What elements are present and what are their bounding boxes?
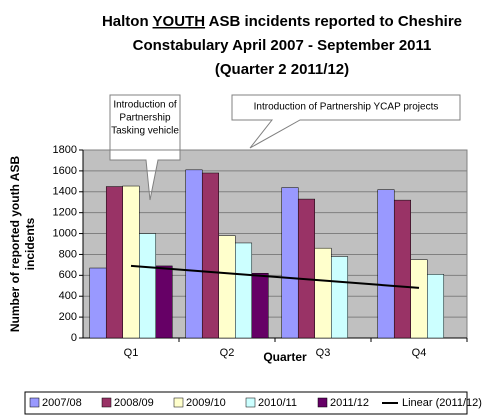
x-tick-label: Q3 xyxy=(316,347,331,359)
bar xyxy=(393,199,411,339)
bar xyxy=(251,272,269,339)
annotation: Partnership xyxy=(119,113,171,124)
y-label-line: Number of reported youth ASB xyxy=(8,156,22,333)
callout xyxy=(231,94,461,149)
bar xyxy=(377,189,395,339)
bar xyxy=(155,265,173,339)
title-part: Halton xyxy=(102,13,153,30)
bar xyxy=(122,185,140,339)
y-tick-label: 1800 xyxy=(53,144,77,156)
chart-title: Constabulary April 2007 - September 2011 xyxy=(133,37,432,54)
legend-label: Linear (2011/12) xyxy=(402,397,482,409)
legend-swatch xyxy=(101,397,112,408)
bar xyxy=(201,172,219,339)
legend-label: 2008/09 xyxy=(114,397,154,409)
x-tick-label: Q4 xyxy=(412,347,427,359)
bar xyxy=(427,274,445,339)
bar xyxy=(410,259,428,339)
bar xyxy=(185,169,203,339)
y-tick-label: 0 xyxy=(71,332,77,344)
y-tick-label: 1000 xyxy=(53,227,77,239)
x-axis-title: Quarter xyxy=(263,350,307,364)
bar xyxy=(105,186,123,339)
bar xyxy=(314,247,332,339)
bar xyxy=(297,198,315,339)
annotation: Tasking vehicle xyxy=(111,126,179,137)
y-tick-label: 1600 xyxy=(53,165,77,177)
legend-swatch xyxy=(29,397,40,408)
y-tick-label: 200 xyxy=(59,311,77,323)
chart-title: (Quarter 2 2011/12) xyxy=(215,61,349,78)
bar xyxy=(235,242,253,339)
y-tick-label: 400 xyxy=(59,290,77,302)
y-axis-title: Number of reported youth ASB incidents xyxy=(8,156,37,333)
trend-line xyxy=(130,264,420,289)
y-tick-label: 800 xyxy=(59,248,77,260)
annotation: Introduction of Partnership YCAP project… xyxy=(254,102,439,113)
legend-label: 2011/12 xyxy=(330,397,369,409)
legend-swatch xyxy=(245,397,256,408)
legend-label: 2007/08 xyxy=(42,397,82,409)
y-tick-label: 600 xyxy=(59,269,77,281)
legend-label: 2009/10 xyxy=(186,397,226,409)
annotation: Introduction of xyxy=(113,100,177,111)
y-tick-label: 1200 xyxy=(53,207,77,219)
legend-swatch xyxy=(317,397,328,408)
bar xyxy=(218,235,236,339)
chart-title: Halton YOUTH ASB incidents reported to C… xyxy=(102,13,462,30)
bar xyxy=(281,187,299,339)
y-tick-label: 1400 xyxy=(53,186,77,198)
x-tick-label: Q2 xyxy=(220,347,235,359)
bar xyxy=(89,267,107,339)
title-part: YOUTH xyxy=(153,13,206,30)
title-part: ASB incidents reported to Cheshire xyxy=(205,13,462,30)
legend-label: 2010/11 xyxy=(258,397,297,409)
bar xyxy=(139,233,157,339)
legend-swatch xyxy=(173,397,184,408)
bar xyxy=(331,256,349,339)
y-label-line: incidents xyxy=(23,217,37,270)
x-tick-label: Q1 xyxy=(124,347,139,359)
callout xyxy=(109,94,181,201)
